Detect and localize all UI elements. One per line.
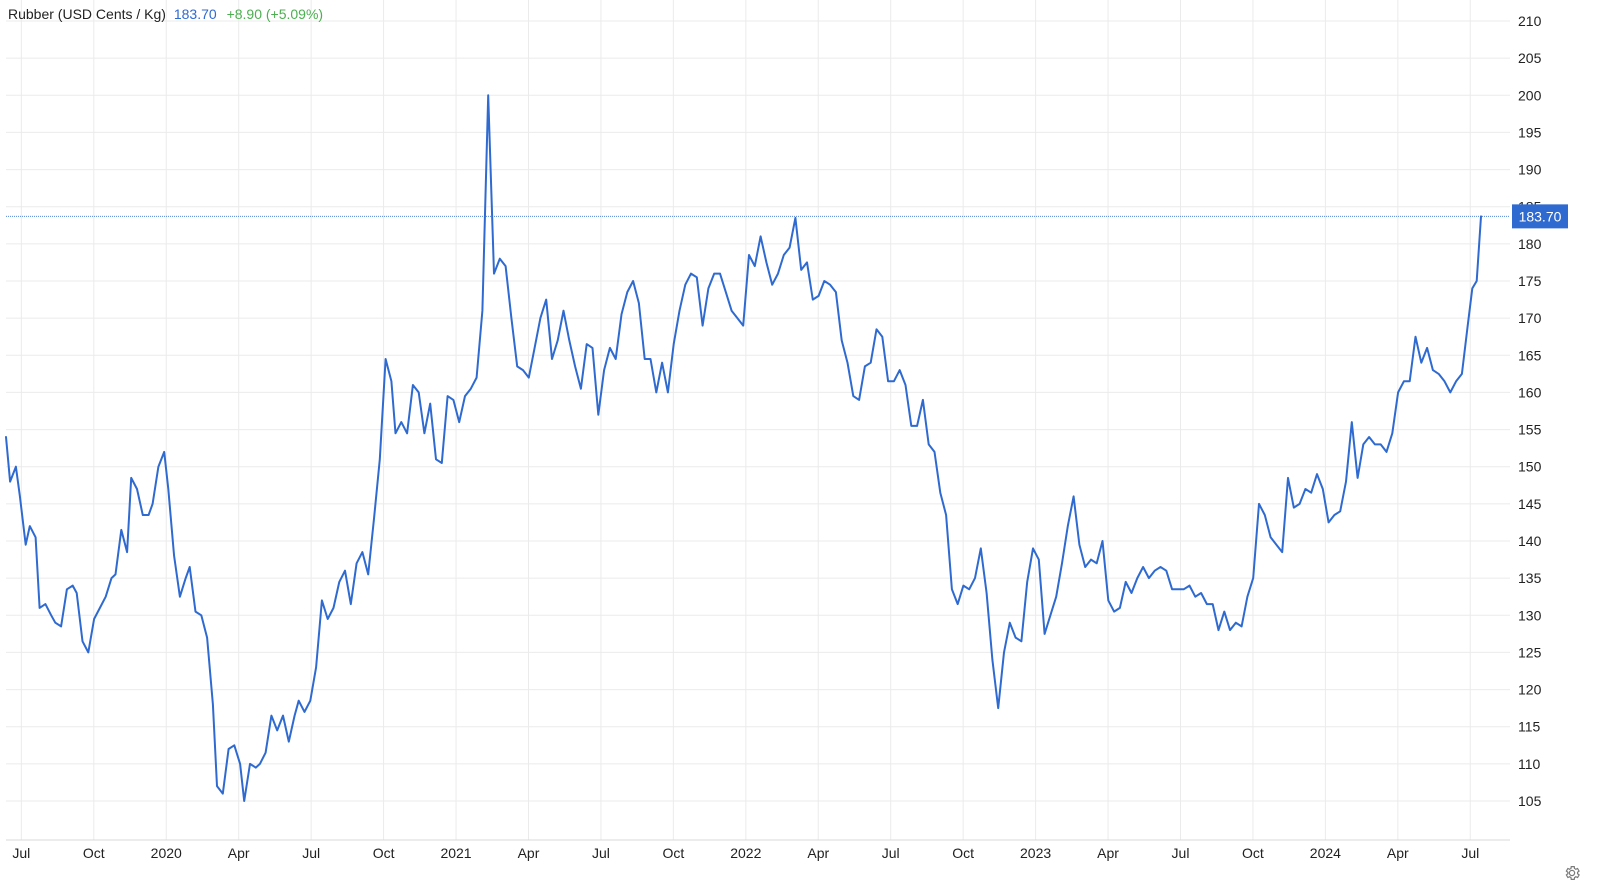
x-tick-label: 2022	[730, 845, 761, 861]
y-tick-label: 150	[1518, 459, 1542, 475]
x-tick-label: 2021	[440, 845, 471, 861]
x-tick-label: Oct	[373, 845, 395, 861]
y-tick-label: 170	[1518, 310, 1542, 326]
x-tick-label: Apr	[1097, 845, 1119, 861]
y-tick-label: 155	[1518, 422, 1542, 438]
y-tick-label: 105	[1518, 793, 1542, 809]
y-tick-label: 125	[1518, 644, 1542, 660]
y-tick-label: 135	[1518, 570, 1542, 586]
y-tick-label: 200	[1518, 87, 1542, 103]
x-tick-label: 2020	[151, 845, 182, 861]
x-tick-label: Apr	[228, 845, 250, 861]
y-axis: 105 110 115 120 125 130 135 140 145 150 155 160 165 1…	[1518, 13, 1542, 809]
x-tick-label: Jul	[1172, 845, 1190, 861]
last-value-badge-text: 183.70	[1519, 208, 1562, 224]
x-tick-label: Oct	[1242, 845, 1264, 861]
y-tick-label: 145	[1518, 496, 1542, 512]
x-tick-label: Jul	[592, 845, 610, 861]
x-tick-label: Jul	[12, 845, 30, 861]
x-tick-label: Jul	[1461, 845, 1479, 861]
series-line	[5, 94, 1482, 802]
y-tick-label: 115	[1518, 719, 1541, 735]
settings-gear-icon[interactable]	[1563, 864, 1581, 882]
last-value-badge: 183.70	[1512, 204, 1568, 229]
x-tick-label: Oct	[952, 845, 974, 861]
x-tick-label: Oct	[662, 845, 684, 861]
y-tick-label: 175	[1518, 273, 1542, 289]
x-tick-label: Oct	[83, 845, 105, 861]
price-change: +8.90 (+5.09%)	[226, 6, 324, 22]
y-tick-label: 160	[1518, 384, 1542, 400]
y-tick-label: 140	[1518, 533, 1542, 549]
instrument-name: Rubber (USD Cents / Kg)	[8, 6, 166, 22]
y-tick-label: 195	[1518, 124, 1542, 140]
x-tick-label: Jul	[302, 845, 320, 861]
y-tick-label: 165	[1518, 347, 1542, 363]
y-tick-label: 190	[1518, 162, 1542, 178]
y-tick-label: 110	[1518, 756, 1541, 772]
y-tick-label: 210	[1518, 13, 1542, 29]
current-price: 183.70	[173, 6, 217, 22]
grid-lines	[6, 0, 1510, 841]
gear-icon	[1565, 866, 1580, 880]
x-axis: Jul Oct 2020 Apr Jul Oct 2021 Apr Jul Oct 2022 Apr J…	[12, 845, 1479, 861]
x-tick-label: Apr	[1387, 845, 1409, 861]
y-tick-label: 120	[1518, 682, 1542, 698]
series-layer	[5, 94, 1482, 802]
y-tick-label: 130	[1518, 607, 1542, 623]
x-tick-label: Apr	[518, 845, 540, 861]
x-tick-label: Apr	[807, 845, 829, 861]
x-tick-label: Jul	[882, 845, 900, 861]
y-tick-label: 205	[1518, 50, 1542, 66]
y-tick-label: 180	[1518, 236, 1542, 252]
last-value-badge-bg	[1512, 204, 1568, 229]
chart-header: Rubber (USD Cents / Kg) 183.70 +8.90 (+5…	[8, 6, 323, 22]
x-tick-label: 2024	[1310, 845, 1341, 861]
x-tick-label: 2023	[1020, 845, 1051, 861]
